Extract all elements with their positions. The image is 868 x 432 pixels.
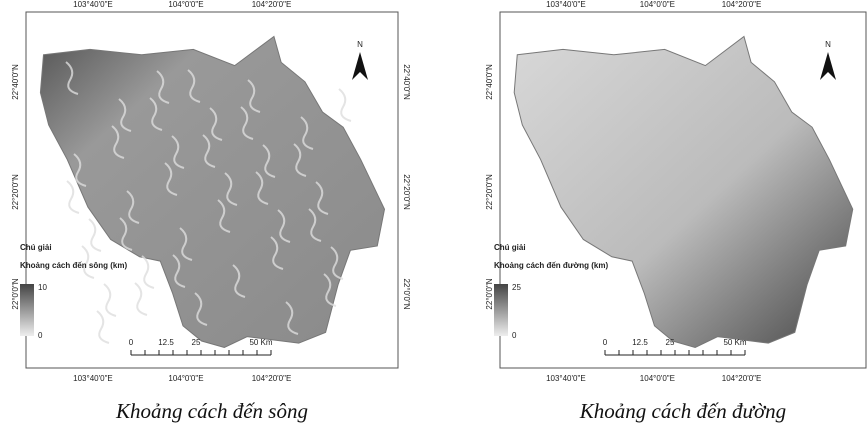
river-pattern [293, 143, 307, 177]
river-pattern [118, 98, 132, 132]
river-pattern [209, 107, 223, 141]
legend-title: Chú giải [20, 243, 52, 252]
river-pattern [81, 245, 95, 279]
legend-subtitle: Khoảng cách đến đường (km) [494, 261, 608, 270]
river-pattern [247, 79, 261, 113]
river-pattern [164, 162, 178, 196]
map-frame [25, 11, 399, 369]
river-pattern [202, 134, 216, 168]
legend-min: 0 [38, 331, 43, 340]
legend-max: 10 [38, 283, 47, 292]
river-pattern [338, 88, 352, 122]
river-pattern [65, 61, 79, 95]
river-pattern [277, 209, 291, 243]
river-pattern [224, 172, 238, 206]
scale-label: 50 Km [723, 338, 746, 347]
legend-max: 25 [512, 283, 521, 292]
bottom-coord: 104°0'0"E [168, 374, 203, 383]
legend-ramp [20, 284, 34, 336]
map-frame [499, 11, 867, 369]
panel-caption: Khoảng cách đến đường [579, 399, 786, 423]
river-pattern [149, 97, 163, 131]
map-area [39, 35, 386, 349]
river-pattern [119, 217, 133, 251]
river-pattern [179, 227, 193, 261]
river-pattern [315, 181, 329, 215]
left-coord: 22°20'0"N [485, 174, 494, 210]
left-coord: 22°40'0"N [11, 64, 20, 100]
right-coord: 22°20'0"N [402, 174, 411, 210]
river-pattern [217, 199, 231, 233]
scale-label: 25 [666, 338, 675, 347]
map-area [513, 35, 854, 349]
river-pattern [194, 292, 208, 326]
left-coord: 22°40'0"N [485, 64, 494, 100]
left-coord: 22°0'0"N [11, 278, 20, 309]
river-pattern [66, 180, 80, 214]
right-coord: 22°0'0"N [402, 278, 411, 309]
north-label: N [357, 40, 363, 49]
bottom-coord: 104°20'0"E [722, 374, 762, 383]
right-coord: 22°40'0"N [402, 64, 411, 100]
river-pattern [172, 254, 186, 288]
top-coord: 103°40'0"E [73, 0, 113, 9]
legend-title: Chú giải [494, 243, 526, 252]
river-pattern [134, 282, 148, 316]
scale-label: 0 [603, 338, 608, 347]
top-coord: 104°0'0"E [640, 0, 675, 9]
scale-label: 50 Km [249, 338, 272, 347]
top-coord: 103°40'0"E [546, 0, 586, 9]
river-pattern [96, 310, 110, 344]
river-pattern [262, 144, 276, 178]
left-coord: 22°20'0"N [11, 174, 20, 210]
river-pattern [270, 236, 284, 270]
river-pattern [232, 264, 246, 298]
river-pattern [240, 106, 254, 140]
scale-label: 25 [192, 338, 201, 347]
river-pattern [73, 153, 87, 187]
river-pattern [323, 273, 337, 307]
river-pattern [103, 283, 117, 317]
river-pattern [156, 70, 170, 104]
river-pattern [88, 218, 102, 252]
map-panel: 103°40'0"E 104°0'0"E 104°20'0"E 103°40'0"E 1… [485, 0, 867, 423]
legend-min: 0 [512, 331, 517, 340]
river-pattern [111, 125, 125, 159]
top-coord: 104°0'0"E [168, 0, 203, 9]
top-coord: 104°20'0"E [252, 0, 292, 9]
river-pattern [300, 116, 314, 150]
legend-ramp [494, 284, 508, 336]
scale-label: 12.5 [632, 338, 648, 347]
river-pattern [330, 246, 344, 280]
top-coord: 104°20'0"E [722, 0, 762, 9]
river-pattern [141, 255, 155, 289]
river-pattern [187, 69, 201, 103]
scale-label: 0 [129, 338, 134, 347]
legend-subtitle: Khoảng cách đến sông (km) [20, 261, 127, 270]
north-arrow [352, 52, 368, 80]
river-pattern [285, 301, 299, 335]
bottom-coord: 104°0'0"E [640, 374, 675, 383]
bottom-coord: 103°40'0"E [546, 374, 586, 383]
bottom-coord: 104°20'0"E [252, 374, 292, 383]
river-pattern [308, 208, 322, 242]
bottom-coord: 103°40'0"E [73, 374, 113, 383]
river-pattern [126, 190, 140, 224]
north-label: N [825, 40, 831, 49]
river-pattern [171, 135, 185, 169]
river-pattern [255, 171, 269, 205]
left-coord: 22°0'0"N [485, 278, 494, 309]
map-panel: 103°40'0"E 104°0'0"E 104°20'0"E 103°40'0"E 1… [11, 0, 411, 423]
scale-label: 12.5 [158, 338, 174, 347]
north-arrow [820, 52, 836, 80]
panel-caption: Khoảng cách đến sông [115, 399, 308, 423]
